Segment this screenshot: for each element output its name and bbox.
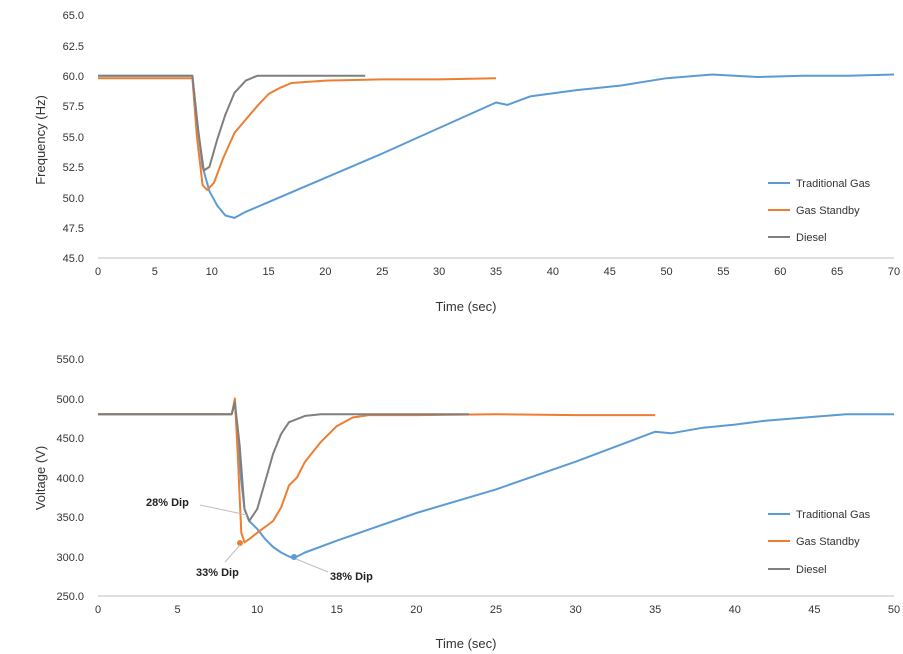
voltage-x-tick-labels: 0 5 10 15 20 25 30 35 40 45 50	[95, 604, 900, 616]
frequency-x-tick-label: 35	[490, 266, 502, 278]
voltage-series-group	[98, 397, 894, 560]
voltage-x-tick-label: 40	[729, 604, 741, 616]
frequency-y-tick-label: 50.0	[63, 193, 84, 205]
frequency-x-tick-label: 0	[95, 266, 101, 278]
annotation-leader-38-dip	[295, 558, 329, 573]
annotation-28-percent-dip: 28% Dip	[146, 497, 189, 509]
frequency-series-traditional-gas	[98, 73, 895, 219]
frequency-y-axis-label: Frequency (Hz)	[33, 95, 48, 185]
voltage-x-tick-label: 25	[490, 604, 502, 616]
frequency-y-tick-label: 65.0	[63, 10, 84, 22]
frequency-y-tick-label: 47.5	[63, 223, 84, 235]
frequency-series-diesel	[98, 74, 366, 172]
legend-label-diesel: Diesel	[796, 232, 827, 244]
frequency-x-tick-label: 5	[152, 266, 158, 278]
legend-label-traditional-gas: Traditional Gas	[796, 178, 871, 190]
annotation-leader-33-dip	[224, 544, 241, 563]
frequency-x-tick-label: 50	[660, 266, 672, 278]
voltage-x-tick-label: 0	[95, 604, 101, 616]
voltage-y-tick-label: 250.0	[56, 591, 84, 603]
annotation-38-percent-dip: 38% Dip	[330, 571, 373, 583]
voltage-legend: Traditional Gas Gas Standby Diesel	[768, 509, 871, 576]
voltage-annotations: 28% Dip 33% Dip 38% Dip	[146, 497, 373, 583]
voltage-x-tick-label: 15	[331, 604, 343, 616]
frequency-x-tick-label: 10	[206, 266, 218, 278]
frequency-x-tick-label: 55	[717, 266, 729, 278]
voltage-y-axis-label: Voltage (V)	[33, 446, 48, 510]
annotation-33-percent-dip: 33% Dip	[196, 567, 239, 579]
voltage-y-tick-label: 400.0	[56, 473, 84, 485]
frequency-y-tick-label: 55.0	[63, 132, 84, 144]
voltage-x-tick-label: 30	[569, 604, 581, 616]
frequency-x-tick-label: 60	[774, 266, 786, 278]
annotation-marker-33-dip	[237, 540, 243, 546]
voltage-series-diesel	[98, 401, 469, 522]
voltage-x-tick-label: 35	[649, 604, 661, 616]
voltage-y-tick-label: 300.0	[56, 552, 84, 564]
frequency-y-tick-label: 52.5	[63, 162, 84, 174]
voltage-x-tick-label: 10	[251, 604, 263, 616]
voltage-x-tick-label: 20	[410, 604, 422, 616]
frequency-x-tick-label: 65	[831, 266, 843, 278]
frequency-x-tick-label: 70	[888, 266, 900, 278]
frequency-y-tick-label: 62.5	[63, 41, 84, 53]
frequency-x-tick-label: 15	[262, 266, 274, 278]
voltage-x-tick-label: 45	[808, 604, 820, 616]
frequency-series-gas-standby	[98, 77, 497, 191]
voltage-x-axis-label: Time (sec)	[436, 636, 497, 651]
frequency-x-tick-label: 25	[376, 266, 388, 278]
frequency-x-tick-label: 20	[319, 266, 331, 278]
frequency-y-tick-label: 60.0	[63, 71, 84, 83]
voltage-x-tick-label: 50	[888, 604, 900, 616]
frequency-series-group	[98, 73, 895, 219]
frequency-x-axis-label: Time (sec)	[436, 299, 497, 314]
frequency-x-tick-label: 30	[433, 266, 445, 278]
frequency-x-tick-label: 45	[604, 266, 616, 278]
frequency-legend: Traditional Gas Gas Standby Diesel	[768, 178, 871, 244]
voltage-y-tick-label: 500.0	[56, 394, 84, 406]
voltage-y-tick-label: 350.0	[56, 512, 84, 524]
voltage-y-tick-label: 550.0	[56, 354, 84, 366]
legend-label-diesel: Diesel	[796, 564, 827, 576]
frequency-x-tick-labels: 0 5 10 15 20 25 30 35 40 45 50 55 60 65 70	[95, 266, 900, 278]
legend-label-gas-standby: Gas Standby	[796, 205, 860, 217]
annotation-leader-28-dip	[199, 504, 248, 516]
voltage-series-gas-standby	[98, 397, 656, 544]
legend-label-traditional-gas: Traditional Gas	[796, 509, 871, 521]
voltage-x-tick-label: 5	[175, 604, 181, 616]
voltage-chart: 250.0 300.0 350.0 400.0 450.0 500.0 550.…	[33, 354, 900, 651]
annotation-marker-38-dip	[291, 554, 297, 560]
frequency-y-tick-label: 57.5	[63, 101, 84, 113]
frequency-y-tick-label: 45.0	[63, 253, 84, 265]
voltage-y-tick-label: 450.0	[56, 433, 84, 445]
voltage-y-tick-labels: 250.0 300.0 350.0 400.0 450.0 500.0 550.…	[56, 354, 84, 603]
frequency-chart: 45.0 47.5 50.0 52.5 55.0 57.5 60.0 62.5 …	[33, 10, 900, 314]
frequency-y-tick-labels: 45.0 47.5 50.0 52.5 55.0 57.5 60.0 62.5 …	[63, 10, 84, 265]
voltage-series-traditional-gas	[98, 401, 894, 560]
frequency-x-tick-label: 40	[547, 266, 559, 278]
legend-label-gas-standby: Gas Standby	[796, 536, 860, 548]
